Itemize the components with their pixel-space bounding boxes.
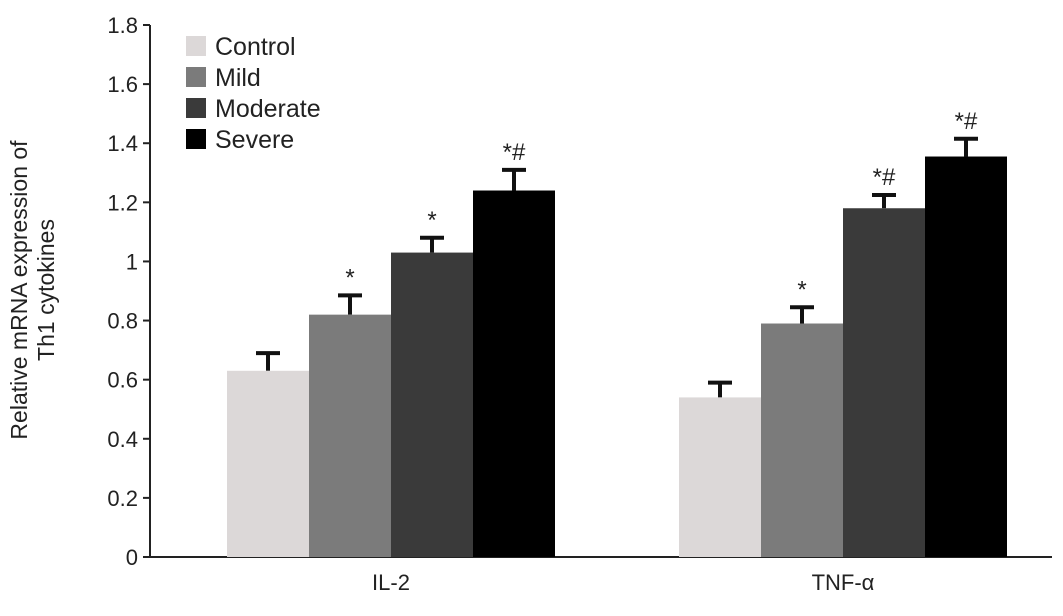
bar-control <box>227 370 309 557</box>
legend-label: Severe <box>215 126 294 154</box>
bar-moderate <box>843 208 925 557</box>
significance-label: * <box>345 264 354 291</box>
y-tick-label: 0.4 <box>107 427 138 452</box>
y-tick-label: 1.8 <box>107 13 138 38</box>
x-tick-label: TNF-α <box>812 570 875 595</box>
significance-label: *# <box>873 164 896 191</box>
y-axis-label-line: Th1 cytokines <box>33 219 59 361</box>
y-tick-label: 1.6 <box>107 72 138 97</box>
significance-label: *# <box>955 108 978 135</box>
y-tick-label: 1.4 <box>107 131 138 156</box>
bar-mild <box>761 323 843 557</box>
x-tick-label: IL-2 <box>372 570 410 595</box>
y-axis-label-line: Relative mRNA expression of <box>6 140 32 440</box>
bar-moderate <box>391 252 473 558</box>
y-tick-label: 0.2 <box>107 486 138 511</box>
significance-label: *# <box>503 139 526 166</box>
legend-swatch <box>186 98 206 118</box>
legend-label: Moderate <box>215 95 321 123</box>
bar-severe <box>473 190 555 557</box>
significance-label: * <box>797 276 806 303</box>
bar-mild <box>309 314 391 557</box>
legend-label: Control <box>215 33 296 61</box>
y-tick-label: 1 <box>126 249 138 274</box>
significance-label: * <box>427 207 436 234</box>
y-tick-label: 1.2 <box>107 190 138 215</box>
y-tick-label: 0 <box>126 545 138 570</box>
legend-swatch <box>186 67 206 87</box>
y-tick-label: 0.8 <box>107 309 138 334</box>
bar-severe <box>925 156 1007 557</box>
bar-control <box>679 397 761 557</box>
y-axis-label: Relative mRNA expression ofTh1 cytokines <box>6 140 59 440</box>
y-tick-label: 0.6 <box>107 368 138 393</box>
legend-label: Mild <box>215 64 261 92</box>
legend-swatch <box>186 129 206 149</box>
legend-swatch <box>186 36 206 56</box>
